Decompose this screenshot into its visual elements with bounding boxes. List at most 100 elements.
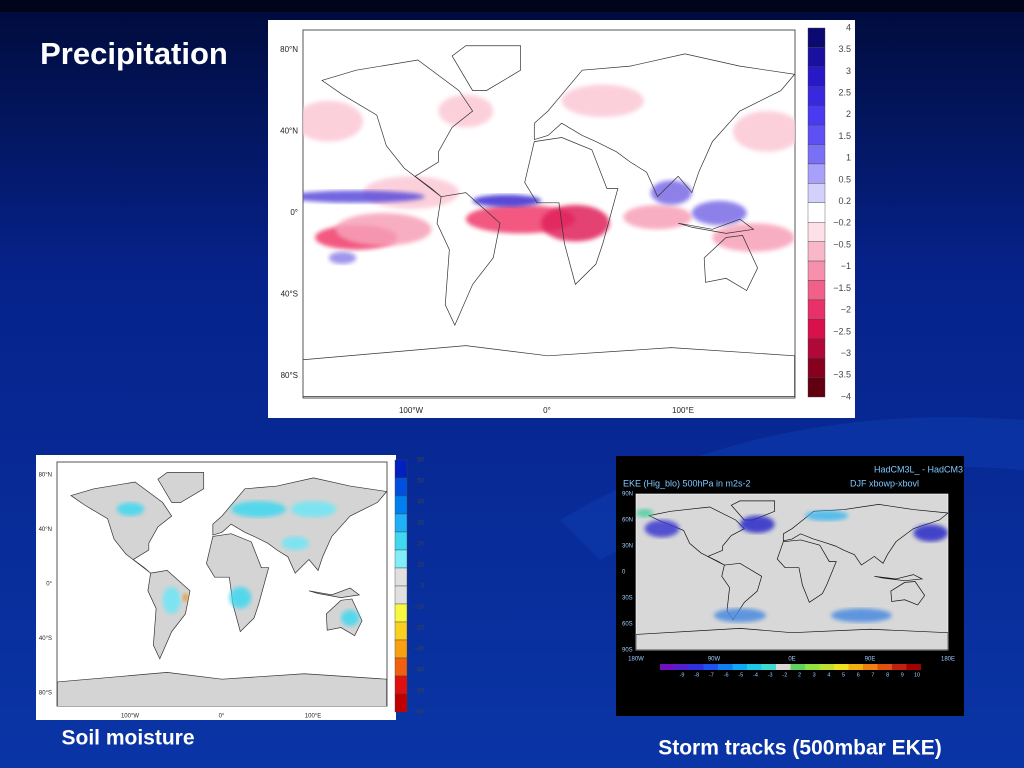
storm-colorbar-label: -8 — [694, 672, 699, 678]
lat-label: 80°N — [39, 473, 52, 479]
lon-label: 100°W — [399, 406, 424, 415]
storm-colorbar-cell — [660, 664, 675, 670]
storm-header-left: EKE (Hig_blo) 500hPa in m2s-2 — [623, 478, 751, 488]
storm-colorbar-label: 4 — [827, 672, 830, 678]
storm-colorbar-label: -7 — [709, 672, 714, 678]
storm-colorbar-cell — [834, 664, 849, 670]
field-blob — [116, 502, 145, 516]
field-blob — [561, 84, 644, 118]
soil-colorbar-label: 30 — [417, 521, 424, 527]
field-blob — [472, 194, 542, 207]
storm-frame — [635, 493, 949, 651]
precip-colorbar-cell — [807, 280, 826, 301]
lat-label: 90S — [622, 648, 633, 654]
soil-colorbar-label: 50 — [417, 479, 424, 485]
precip-colorbar-label: −2 — [841, 305, 851, 315]
soil-colorbar-label: −50 — [414, 689, 425, 695]
storm-colorbar-cell — [718, 664, 733, 670]
precip-colorbar-label: −1 — [841, 261, 851, 271]
coastline — [890, 581, 926, 606]
storm-colorbar-cell — [761, 664, 776, 670]
soil-colorbar-label: −10 — [414, 605, 425, 611]
storm-colorbar-cell — [819, 664, 834, 670]
storm-colorbar-label: -2 — [782, 672, 787, 678]
coastline — [678, 218, 755, 234]
precip-colorbar-cell — [807, 144, 826, 165]
soil-colorbar-cell — [394, 657, 408, 677]
lon-label: 0E — [788, 657, 795, 663]
soil-colorbar-label: 60 — [417, 458, 424, 464]
field-blob — [713, 608, 766, 623]
storm-map — [636, 500, 948, 650]
field-blob — [303, 100, 364, 142]
field-blob — [328, 251, 357, 264]
lat-label: 80°S — [39, 691, 52, 697]
coastline — [451, 45, 521, 91]
field-blob — [739, 515, 775, 533]
soil-colorbar-cell — [394, 495, 408, 515]
storm-colorbar-label: 9 — [901, 672, 904, 678]
coastline — [157, 472, 205, 503]
storm-colorbar-cell — [689, 664, 704, 670]
soil-colorbar-label: −30 — [414, 647, 425, 653]
lon-label: 180E — [941, 657, 955, 663]
soil-colorbar-cell — [394, 639, 408, 659]
storm-colorbar-cell — [906, 664, 921, 670]
precip-colorbar-cell — [807, 241, 826, 262]
lon-label: 0° — [543, 406, 551, 415]
field-blob — [303, 190, 425, 203]
soil-colorbar-cell — [394, 621, 408, 641]
lon-label: 90W — [708, 657, 721, 663]
precip-colorbar-label: −4 — [841, 391, 851, 401]
field-blob — [438, 94, 494, 128]
slide-title: Precipitation — [40, 36, 228, 71]
field-blob — [335, 213, 432, 246]
soil-colorbar-label: −60 — [414, 710, 425, 716]
storm-colorbar-cell — [877, 664, 892, 670]
storm-colorbar-cell — [732, 664, 747, 670]
lat-label: 0 — [622, 570, 626, 576]
field-blob — [541, 204, 610, 242]
lon-label: 100°E — [672, 406, 694, 415]
precip-colorbar-cell — [807, 66, 826, 87]
field-blob — [290, 501, 337, 518]
precip-colorbar-cell — [807, 86, 826, 106]
soil-colorbar-cell — [394, 513, 408, 533]
coastline — [303, 345, 795, 397]
storm-colorbar-cell — [747, 664, 762, 670]
precip-colorbar-label: 0.5 — [838, 174, 851, 184]
storm-colorbar-cell — [776, 664, 791, 670]
soil-colorbar-cell — [394, 477, 408, 497]
coastline — [874, 574, 924, 582]
storm-colorbar-cell — [674, 664, 689, 670]
precip-colorbar-cell — [807, 357, 826, 378]
precip-colorbar-label: −0.5 — [833, 239, 851, 249]
field-blob — [691, 200, 747, 226]
precip-colorbar-cell — [807, 299, 826, 320]
precip-colorbar-label: 4 — [846, 22, 851, 32]
storm-colorbar-label: 8 — [886, 672, 889, 678]
field-blob — [732, 111, 795, 152]
precip-colorbar-label: −2.5 — [833, 326, 851, 336]
precip-colorbar-cell — [807, 183, 826, 203]
precip-colorbar-label: 2 — [846, 109, 851, 119]
storm-colorbar-label: 6 — [857, 672, 860, 678]
coastline — [321, 59, 474, 197]
precip-colorbar-cell — [807, 27, 826, 48]
lat-label: 60S — [622, 622, 633, 628]
storm-colorbar-label: 7 — [871, 672, 874, 678]
precip-colorbar-label: −3.5 — [833, 370, 851, 380]
field-blob — [644, 519, 680, 538]
lat-label: 80°N — [280, 45, 298, 54]
lon-label: 90E — [865, 657, 876, 663]
soil-caption: Soil moisture — [61, 727, 194, 750]
precip-colorbar-label: 3.5 — [838, 44, 851, 54]
coastline — [70, 481, 173, 574]
field-blob — [712, 223, 795, 252]
precip-colorbar-label: 3 — [846, 66, 851, 76]
soil-colorbar-label: −20 — [414, 626, 425, 632]
storm-colorbar-cell — [790, 664, 805, 670]
storm-colorbar-label: 5 — [842, 672, 845, 678]
soil-colorbar-cell — [394, 675, 408, 695]
storm-colorbar-label: 10 — [914, 672, 920, 678]
